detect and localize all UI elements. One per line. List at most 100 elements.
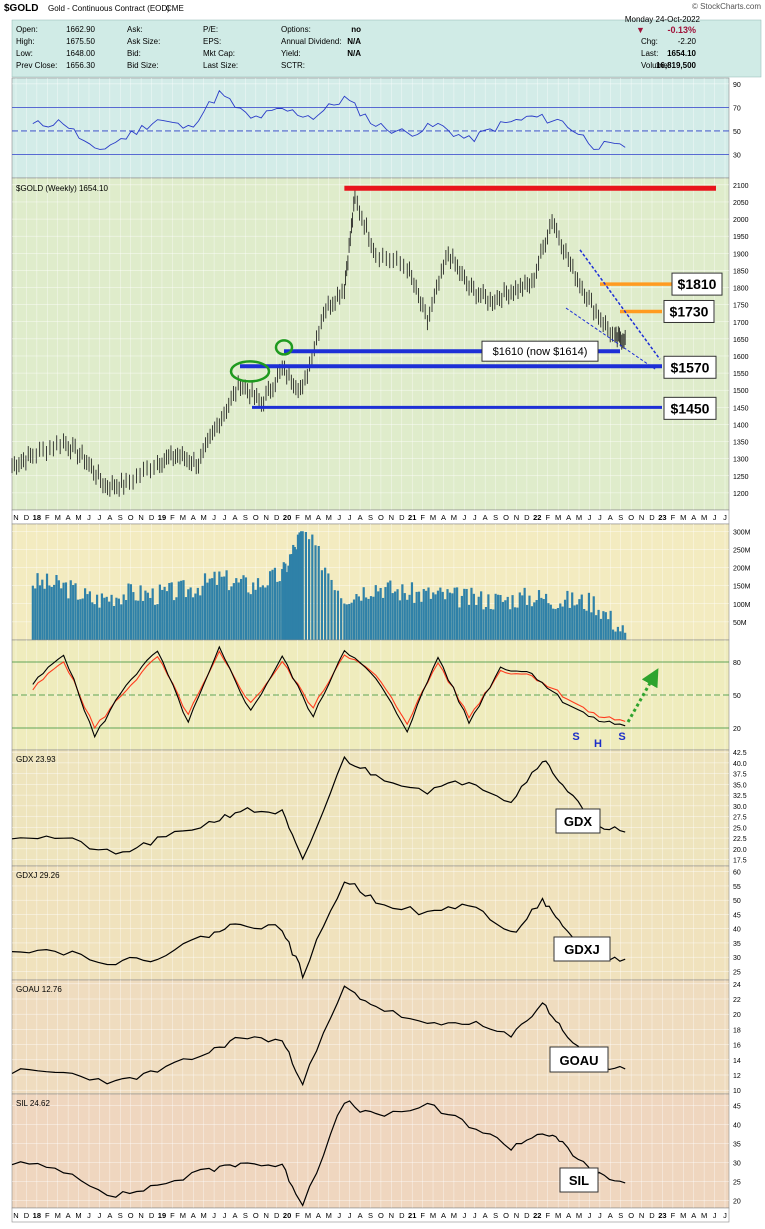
label-1810: $1810 — [678, 276, 717, 292]
volume-bar — [112, 605, 116, 640]
tick-label: 45 — [733, 912, 741, 919]
tick-label: 1550 — [733, 371, 749, 378]
x-tick-label: O — [503, 513, 509, 522]
volume-bar — [261, 585, 264, 640]
goau-line — [11, 985, 626, 1087]
volume-bar — [256, 578, 260, 640]
volume-bar — [175, 597, 178, 640]
x-tick-label: 20 — [283, 1211, 291, 1220]
down-arrow-icon: ▼ — [636, 25, 645, 35]
x-tick-label: M — [201, 513, 207, 522]
x-tick-label: A — [483, 1211, 488, 1220]
x-tick-label: A — [107, 1211, 112, 1220]
volume-bar — [441, 591, 444, 640]
x-axis-bottom-bg — [11, 1207, 730, 1223]
x-tick-label: A — [66, 513, 71, 522]
tick-label: 20 — [733, 1198, 741, 1205]
volume-bar — [163, 586, 166, 640]
volume-bar — [124, 600, 128, 640]
volume-bar — [499, 595, 502, 640]
source-credit: © StockCharts.com — [692, 2, 761, 11]
quote-col4: Options: no Annual Dividend: N/A Yield: … — [281, 25, 361, 70]
volume-bar — [177, 581, 180, 640]
low-label: Low: — [16, 49, 33, 58]
x-tick-label: A — [608, 513, 613, 522]
tick-label: 30 — [733, 955, 741, 962]
goau-tick-labels: 24 22 20 18 16 14 12 10 — [12, 982, 741, 1095]
volume-bar — [595, 615, 598, 640]
volume-bar — [604, 612, 607, 640]
volume-panel: 300M 250M 200M 150M 100M 50M — [11, 523, 751, 641]
volume-bar — [220, 576, 223, 640]
options-label: Options: — [281, 25, 311, 34]
volume-bar — [330, 579, 333, 640]
x-tick-label: M — [55, 513, 61, 522]
volume-bar — [434, 594, 437, 640]
volume-bar — [62, 582, 65, 640]
volume-bar — [413, 602, 416, 640]
volume-bar — [592, 596, 595, 640]
volume-bar — [134, 600, 137, 640]
x-tick-label: A — [691, 513, 696, 522]
volume-bar — [292, 544, 295, 640]
volume-bar — [420, 601, 423, 640]
volume-bar — [282, 562, 285, 640]
volume-bar — [50, 586, 53, 640]
tick-label: 42.5 — [733, 750, 747, 757]
sil-plot — [11, 1100, 626, 1207]
volume-bar — [110, 594, 113, 640]
tick-label: 50 — [733, 693, 741, 700]
volume-bar — [36, 573, 39, 640]
volume-bar — [340, 598, 343, 640]
volume-bar — [561, 606, 564, 640]
volume-bar — [45, 573, 49, 640]
tick-label: 40 — [733, 1122, 741, 1129]
head-shoulders-label: S — [572, 731, 579, 743]
volume-bar — [242, 575, 245, 640]
tick-label: 20 — [733, 726, 741, 733]
volume-bar — [568, 607, 571, 640]
volume-bar — [211, 578, 214, 640]
volume-bar — [549, 604, 552, 640]
sil-title: SIL 24.62 — [16, 1099, 51, 1108]
volume-bar — [41, 579, 44, 640]
volume-bar — [367, 598, 370, 640]
x-tick-label: A — [483, 513, 488, 522]
x-tick-label: M — [201, 1211, 207, 1220]
volume-bar — [554, 609, 557, 640]
x-tick-label: J — [223, 513, 227, 522]
x-tick-label: O — [128, 1211, 134, 1220]
volume-bar — [425, 590, 428, 640]
x-tick-label: F — [545, 513, 550, 522]
volume-bar — [249, 594, 252, 640]
goau-title: GOAU 12.76 — [16, 985, 62, 994]
options-value: no — [351, 25, 361, 34]
volume-bar — [60, 588, 63, 640]
x-tick-label: F — [170, 1211, 175, 1220]
x-tick-label: D — [524, 513, 530, 522]
x-tick-label: M — [680, 513, 686, 522]
bid-size-label: Bid Size: — [127, 61, 159, 70]
quote-col3: P/E: EPS: Mkt Cap: Last Size: — [203, 25, 238, 70]
low-value: 1648.00 — [66, 49, 95, 58]
volume-value: 16,819,500 — [656, 61, 697, 70]
tick-label: 1350 — [733, 440, 749, 447]
tick-label: 1200 — [733, 491, 749, 498]
last-label: Last: — [641, 49, 658, 58]
volume-bar — [384, 587, 387, 640]
volume-bar — [230, 586, 233, 640]
volume-bar — [149, 597, 152, 640]
volume-bar — [523, 587, 526, 640]
tick-label: 1300 — [733, 457, 749, 464]
tick-label: 30 — [733, 1160, 741, 1167]
volume-bar — [189, 587, 192, 640]
x-tick-label: J — [588, 1211, 592, 1220]
x-tick-label: M — [576, 513, 582, 522]
bid-label: Bid: — [127, 49, 141, 58]
volume-bar — [369, 596, 373, 640]
tick-label: 22.5 — [733, 836, 747, 843]
head-shoulders-label: S — [618, 731, 625, 743]
quote-date: Monday 24-Oct-2022 — [625, 15, 701, 24]
gdx-plot — [11, 755, 626, 861]
volume-bar — [614, 631, 617, 640]
